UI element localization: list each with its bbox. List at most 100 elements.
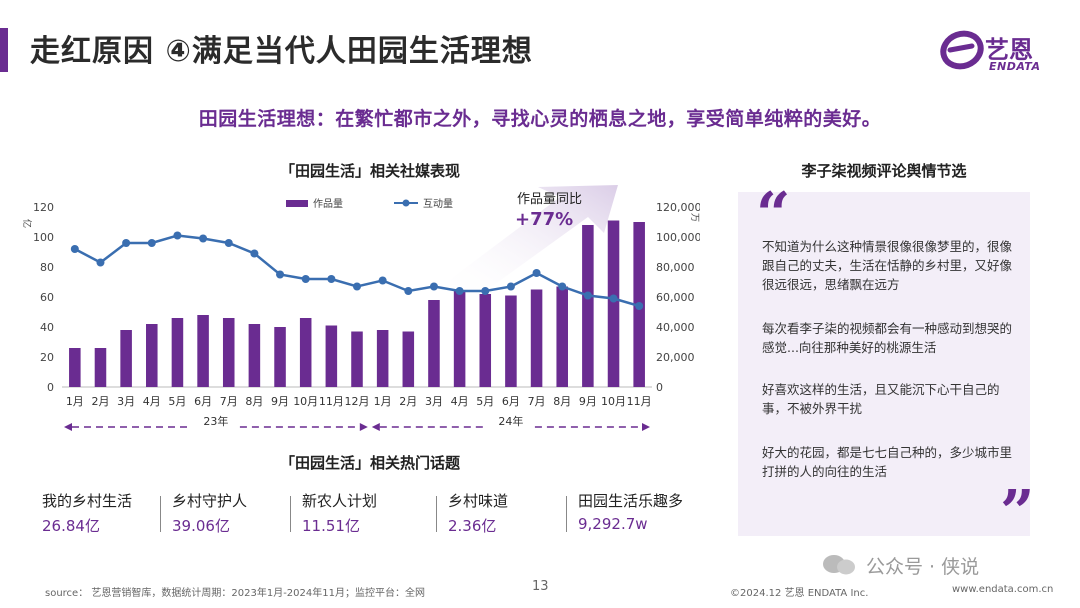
bar xyxy=(94,348,107,387)
logo-text: 艺恩 xyxy=(985,36,1033,64)
line-point xyxy=(583,291,592,300)
left-tick-label: 60 xyxy=(40,291,54,304)
topic-value: 39.06亿 xyxy=(172,517,230,535)
x-tick-label: 4月 xyxy=(451,395,469,408)
x-tick-label: 4月 xyxy=(143,395,161,408)
year-2024-label: 24年 xyxy=(498,414,523,428)
close-quote-icon: ” xyxy=(1000,478,1035,548)
x-tick-label: 10月 xyxy=(601,395,626,408)
bar xyxy=(556,286,568,387)
comment-1: 不知道为什么这种情景很像很像梦里的，很像跟自己的丈夫，生活在恬静的乡村里，又好像… xyxy=(762,239,1013,292)
topics-title: 「田园生活」相关热门话题 xyxy=(279,454,460,472)
x-tick-label: 6月 xyxy=(194,395,212,408)
topic-name: 乡村味道 xyxy=(448,492,509,510)
topic-value: 26.84亿 xyxy=(42,517,100,535)
footer-source: source： 艺恩营销智库，数据统计周期：2023年1月-2024年11月；监… xyxy=(45,588,425,599)
x-tick-label: 3月 xyxy=(425,395,443,408)
bar xyxy=(505,295,517,387)
line-point xyxy=(378,276,387,285)
left-tick-label: 100 xyxy=(33,231,54,244)
growth-arrow xyxy=(440,185,618,295)
x-tick-label: 3月 xyxy=(117,395,135,408)
x-tick-label: 7月 xyxy=(528,395,546,408)
wechat-icon xyxy=(823,555,855,575)
topic-separator xyxy=(160,496,161,532)
topic-value: 11.51亿 xyxy=(302,517,360,535)
x-tick-label: 5月 xyxy=(476,395,494,408)
x-tick-label: 11月 xyxy=(627,395,652,408)
x-tick-label: 10月 xyxy=(293,395,318,408)
left-axis-unit: 亿 xyxy=(21,219,33,228)
page-subtitle: 田园生活理想：在繁忙都市之外，寻找心灵的栖息之地，享受简单纯粹的美好。 xyxy=(198,108,882,130)
watermark: 公众号 · 侠说 xyxy=(866,556,980,578)
bar xyxy=(607,220,620,387)
topic-value: 9,292.7w xyxy=(578,515,648,533)
topic-separator xyxy=(290,496,291,532)
topic-separator xyxy=(436,496,437,532)
line-point xyxy=(609,294,618,303)
title-accent-bar xyxy=(0,28,8,72)
line-point xyxy=(250,249,259,258)
x-tick-label: 1月 xyxy=(374,395,392,408)
legend-line-label: 互动量 xyxy=(423,198,453,210)
bar xyxy=(453,291,466,387)
line-point xyxy=(455,287,464,295)
line-point xyxy=(327,275,336,283)
right-tick-label: 80,000 xyxy=(656,261,695,274)
bar xyxy=(248,324,261,387)
x-tick-label: 2月 xyxy=(91,395,109,408)
open-quote-icon: “ xyxy=(756,180,791,250)
legend-bar-label: 作品量 xyxy=(313,198,343,210)
comment-2: 每次看李子柒的视频都会有一种感动到想哭的感觉...向往那种美好的桃源生活 xyxy=(762,321,1013,355)
bar xyxy=(197,315,209,387)
left-tick-label: 0 xyxy=(47,381,54,394)
left-tick-label: 80 xyxy=(40,261,54,274)
bar xyxy=(402,331,415,387)
logo-subtext: ENDATA xyxy=(989,60,1041,73)
line-point xyxy=(173,231,182,240)
chart-title: 「田园生活」相关社媒表现 xyxy=(279,162,460,180)
right-tick-label: 60,000 xyxy=(656,291,695,304)
x-tick-label: 1月 xyxy=(66,395,84,408)
legend-bar-swatch xyxy=(286,200,308,207)
line-point xyxy=(481,287,490,295)
bar xyxy=(222,318,235,387)
year-2024-arrow-right xyxy=(642,423,650,431)
topic-item: 田园生活乐趣多 9,292.7w xyxy=(578,490,683,538)
x-tick-label: 5月 xyxy=(168,395,186,408)
line-point xyxy=(532,269,541,277)
topic-value: 2.36亿 xyxy=(448,517,497,535)
line-point xyxy=(147,239,156,247)
footer-website: www.endata.com.cn xyxy=(952,584,1054,595)
line-point xyxy=(199,234,208,243)
year-2023-arrow-left xyxy=(64,423,72,431)
year-2023-label: 23年 xyxy=(203,414,228,428)
x-tick-label: 9月 xyxy=(271,395,289,408)
page-title: 走红原因 ④满足当代人田园生活理想 xyxy=(30,34,533,69)
bar xyxy=(146,324,158,387)
topic-name: 我的乡村生活 xyxy=(42,492,133,510)
x-tick-label: 2月 xyxy=(399,395,417,408)
line-point xyxy=(635,302,644,310)
left-tick-label: 20 xyxy=(40,351,54,364)
topic-name: 新农人计划 xyxy=(302,492,378,510)
topic-item: 我的乡村生活 26.84亿 xyxy=(42,490,132,538)
right-tick-label: 100,000 xyxy=(656,231,700,244)
topic-separator xyxy=(566,496,567,532)
footer-copyright: ©2024.12 艺恩 ENDATA Inc. xyxy=(730,588,869,599)
line-point xyxy=(301,275,310,283)
line-point xyxy=(404,287,413,295)
bar xyxy=(479,294,492,387)
topic-item: 乡村守护人 39.06亿 xyxy=(172,490,247,538)
right-tick-label: 120,000 xyxy=(656,201,700,214)
line-point xyxy=(96,258,105,267)
topic-name: 田园生活乐趣多 xyxy=(578,492,684,510)
right-tick-label: 40,000 xyxy=(656,321,695,334)
comment-4: 好大的花园，都是七七自己种的，多少城市里打拼的人的向往的生活 xyxy=(762,445,1013,479)
bar xyxy=(428,300,440,387)
right-tick-label: 0 xyxy=(656,381,663,394)
x-tick-label: 12月 xyxy=(345,395,370,408)
line-point xyxy=(558,282,567,291)
bar xyxy=(351,331,363,387)
line-point xyxy=(276,270,285,279)
